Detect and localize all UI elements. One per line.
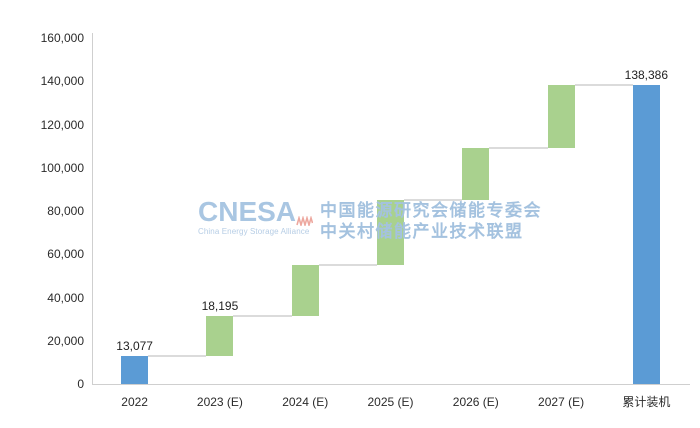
cnesa-logo-text: CNESA: [198, 196, 297, 227]
value-label-累计装机: 138,386: [624, 67, 669, 82]
y-tick-label: 20,000: [47, 333, 84, 348]
bar-2023 (E): [206, 316, 234, 356]
y-tick-label: 120,000: [40, 117, 84, 132]
bar-2024 (E): [291, 264, 319, 317]
connector-line: [148, 354, 207, 357]
x-axis-label-2023 (E): 2023 (E): [196, 395, 243, 409]
org-line-1: 中国能源研究会储能专委会: [320, 201, 542, 220]
cnesa-tagline: China Energy Storage Alliance: [198, 227, 310, 236]
connector-line: [233, 315, 292, 318]
connector-line: [489, 147, 548, 150]
connector-line: [318, 263, 377, 266]
x-axis-label-2025 (E): 2025 (E): [367, 395, 414, 409]
y-axis-line: [92, 33, 93, 384]
x-axis-label-累计装机: 累计装机: [622, 395, 671, 409]
y-tick-label: 80,000: [47, 204, 84, 218]
value-label-2022: 13,077: [116, 338, 153, 353]
x-axis-label-2026 (E): 2026 (E): [452, 395, 499, 409]
bar-2027 (E): [547, 84, 575, 149]
bar-累计装机: [632, 84, 660, 384]
bar-2026 (E): [462, 148, 490, 200]
y-tick-label: 60,000: [47, 247, 84, 262]
watermark-org-names: 中国能源研究会储能专委会 中关村储能产业技术联盟: [320, 200, 542, 242]
x-axis-label-2022: 2022: [121, 395, 148, 409]
y-tick-label: 140,000: [40, 74, 84, 89]
y-tick-label: 0: [77, 377, 84, 391]
connector-line: [574, 83, 633, 86]
bar-2025 (E): [377, 199, 404, 265]
x-axis-label-2027 (E): 2027 (E): [538, 395, 585, 409]
watermark: CNESA China Energy Storage Alliance 中国能源…: [198, 196, 542, 242]
connector-line: [404, 198, 463, 201]
x-axis-line: [92, 384, 690, 385]
y-tick-label: 40,000: [47, 290, 84, 305]
y-tick-label: 160,000: [40, 31, 84, 45]
y-tick-label: 100,000: [40, 160, 84, 175]
cnesa-zigzag-icon: [296, 213, 314, 231]
org-line-2: 中关村储能产业技术联盟: [320, 222, 524, 241]
bar-2022: [121, 355, 149, 384]
cnesa-logo: CNESA China Energy Storage Alliance: [198, 196, 318, 236]
x-axis-label-2024 (E): 2024 (E): [282, 395, 329, 409]
value-label-2023 (E): 18,195: [201, 299, 239, 314]
